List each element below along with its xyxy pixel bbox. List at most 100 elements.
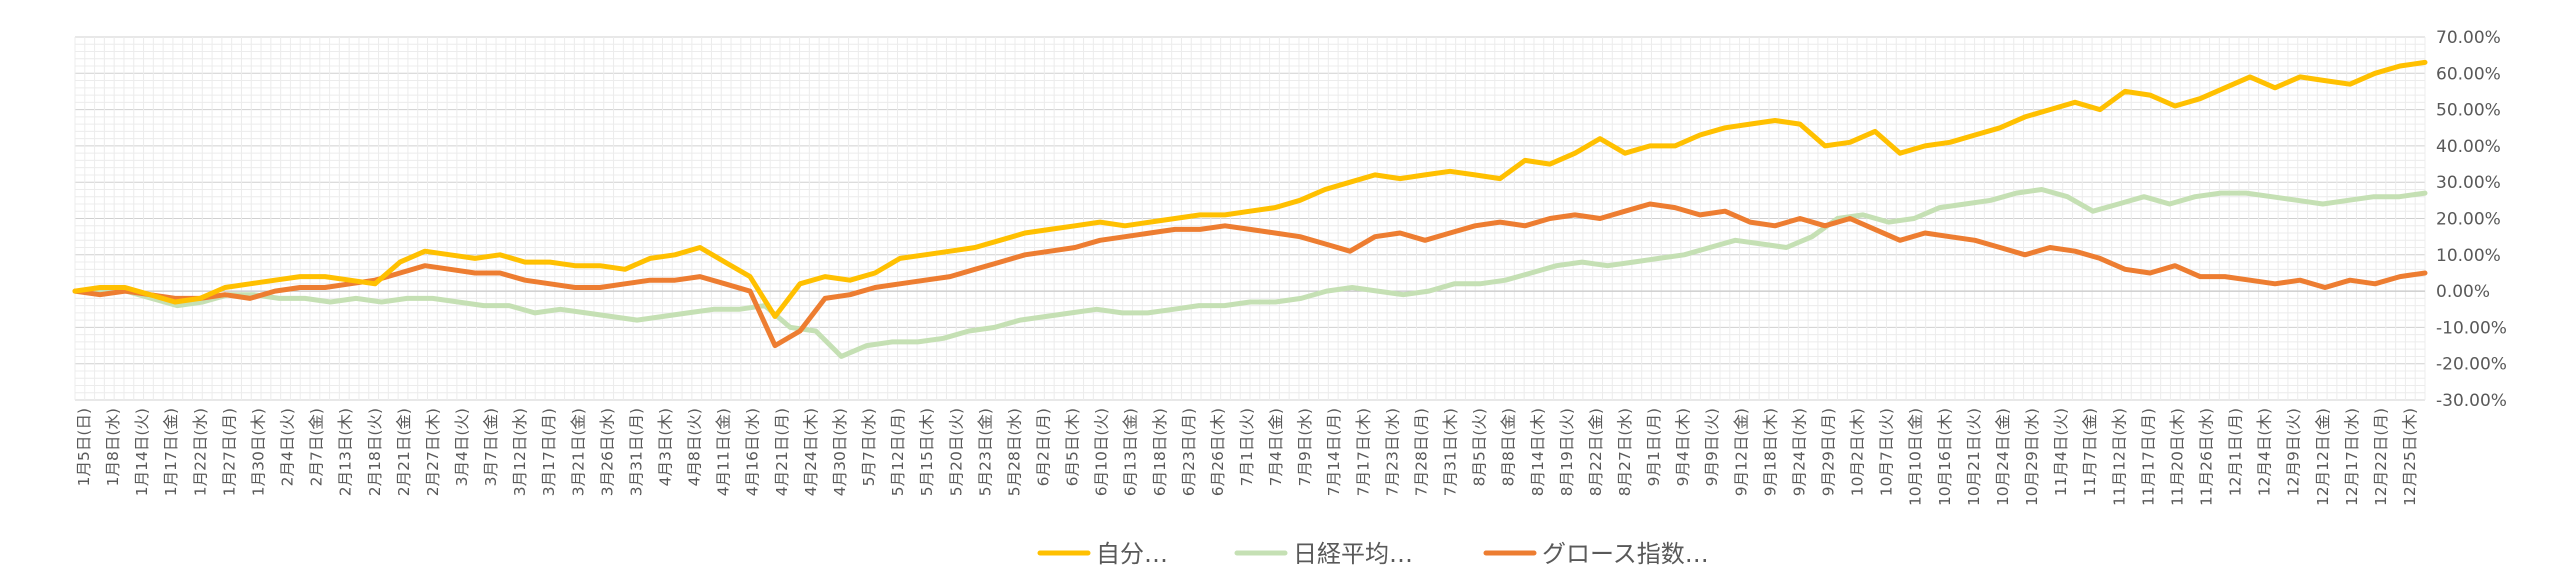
- x-tick-label: 3月21日(金): [569, 408, 587, 496]
- y-tick-label: 20.00%: [2436, 210, 2501, 230]
- y-tick-label: -20.00%: [2436, 355, 2507, 375]
- x-tick-label: 4月16日(水): [744, 408, 762, 496]
- x-tick-label: 7月23日(水): [1383, 408, 1401, 496]
- x-tick-label: 9月24日(水): [1790, 408, 1808, 496]
- x-tick-label: 11月7日(金): [2081, 408, 2099, 496]
- x-tick-label: 2月27日(木): [424, 408, 442, 496]
- gridlines: [74, 36, 2426, 401]
- x-tick-label: 11月12日(水): [2110, 408, 2128, 506]
- x-axis-ticks: 1月5日(日) 1月8日(水) 1月14日(火) 1月17日(金) 1月22日(水) 1月…: [75, 408, 2419, 506]
- x-tick-label: 4月30日(水): [831, 408, 849, 496]
- x-tick-label: 12月1日(月): [2227, 408, 2245, 496]
- x-tick-label: 5月28日(水): [1005, 408, 1023, 496]
- x-tick-label: 8月27日(水): [1616, 408, 1634, 496]
- x-tick-label: 9月9日(火): [1703, 408, 1721, 486]
- x-tick-label: 7月1日(火): [1238, 408, 1256, 486]
- y-tick-label: 40.00%: [2436, 137, 2501, 157]
- x-tick-label: 9月18日(木): [1761, 408, 1779, 496]
- x-tick-label: 1月17日(金): [162, 408, 180, 496]
- x-tick-label: 10月16日(木): [1936, 408, 1954, 506]
- x-tick-label: 5月7日(水): [860, 408, 878, 486]
- x-tick-label: 3月31日(月): [627, 408, 645, 496]
- x-tick-label: 8月14日(木): [1529, 408, 1547, 496]
- x-tick-label: 5月12日(月): [889, 408, 907, 496]
- x-tick-label: 11月17日(月): [2139, 408, 2157, 506]
- x-tick-label: 8月19日(火): [1558, 408, 1576, 496]
- x-tick-label: 12月22日(月): [2372, 408, 2390, 506]
- y-tick-label: 60.00%: [2436, 64, 2501, 84]
- x-tick-label: 10月2日(木): [1849, 408, 1867, 496]
- x-tick-label: 9月1日(月): [1645, 408, 1663, 486]
- x-tick-label: 1月30日(木): [249, 408, 267, 496]
- y-tick-label: -30.00%: [2436, 391, 2507, 411]
- x-tick-label: 10月10日(金): [1907, 408, 1925, 506]
- x-tick-label: 12月12日(金): [2314, 408, 2332, 506]
- x-tick-label: 6月5日(木): [1064, 408, 1082, 486]
- x-tick-label: 4月8日(火): [686, 408, 704, 486]
- x-tick-label: 12月4日(木): [2256, 408, 2274, 496]
- x-tick-label: 2月21日(金): [395, 408, 413, 496]
- series-line-2: [72, 201, 2428, 349]
- x-tick-label: 7月14日(月): [1325, 408, 1343, 496]
- y-tick-label: -10.00%: [2436, 318, 2507, 338]
- x-tick-label: 1月5日(日): [75, 408, 93, 486]
- x-tick-label: 8月5日(火): [1471, 408, 1489, 486]
- x-tick-label: 4月24日(木): [802, 408, 820, 496]
- legend-label: 自分…: [1096, 540, 1168, 568]
- x-tick-label: 4月11日(金): [715, 408, 733, 496]
- x-tick-label: 12月9日(火): [2285, 408, 2303, 496]
- x-tick-label: 7月31日(木): [1442, 408, 1460, 496]
- x-tick-label: 1月14日(火): [133, 408, 151, 496]
- x-tick-label: 6月13日(金): [1122, 408, 1140, 496]
- x-tick-label: 7月4日(金): [1267, 408, 1285, 486]
- x-tick-label: 12月17日(水): [2343, 408, 2361, 506]
- x-tick-label: 10月21日(火): [1965, 408, 1983, 506]
- x-tick-label: 5月23日(金): [976, 408, 994, 496]
- x-tick-label: 1月22日(水): [191, 408, 209, 496]
- x-tick-label: 2月18日(火): [366, 408, 384, 496]
- x-tick-label: 9月12日(金): [1732, 408, 1750, 496]
- x-tick-label: 4月3日(木): [657, 408, 675, 486]
- legend: 自分… 日経平均… グロース指数…: [1037, 540, 1709, 568]
- y-axis-ticks: 70.00% 60.00% 50.00% 40.00% 30.00% 20.00% 10.0…: [2436, 28, 2507, 411]
- legend-label: グロース指数…: [1542, 540, 1709, 568]
- x-tick-label: 6月23日(月): [1180, 408, 1198, 496]
- x-tick-label: 2月4日(火): [279, 408, 297, 486]
- x-tick-label: 6月18日(水): [1151, 408, 1169, 496]
- x-tick-label: 9月29日(月): [1820, 408, 1838, 496]
- x-tick-label: 7月17日(木): [1354, 408, 1372, 496]
- x-tick-label: 2月7日(金): [308, 408, 326, 486]
- x-tick-label: 3月17日(月): [540, 408, 558, 496]
- x-tick-label: 4月21日(月): [773, 408, 791, 496]
- x-tick-label: 7月9日(水): [1296, 408, 1314, 486]
- y-tick-label: 70.00%: [2436, 28, 2501, 48]
- x-tick-label: 9月4日(木): [1674, 408, 1692, 486]
- x-tick-label: 3月12日(水): [511, 408, 529, 496]
- y-tick-label: 0.00%: [2436, 282, 2490, 302]
- x-tick-label: 11月4日(火): [2052, 408, 2070, 496]
- series-line-0: [72, 59, 2428, 319]
- x-tick-label: 5月15日(木): [918, 408, 936, 496]
- series-line-1: [72, 187, 2428, 359]
- x-tick-label: 6月26日(木): [1209, 408, 1227, 496]
- x-tick-label: 1月27日(月): [220, 408, 238, 496]
- x-tick-label: 8月8日(金): [1500, 408, 1518, 486]
- x-tick-label: 10月29日(水): [2023, 408, 2041, 506]
- x-tick-label: 7月28日(月): [1412, 408, 1430, 496]
- x-tick-label: 12月25日(木): [2401, 408, 2419, 506]
- legend-label: 日経平均…: [1293, 540, 1413, 568]
- x-tick-label: 3月7日(金): [482, 408, 500, 486]
- y-tick-label: 30.00%: [2436, 173, 2501, 193]
- x-tick-label: 3月26日(水): [598, 408, 616, 496]
- x-tick-label: 11月20日(木): [2168, 408, 2186, 506]
- x-tick-label: 3月4日(火): [453, 408, 471, 486]
- series-lines: [72, 59, 2428, 359]
- x-tick-label: 5月20日(火): [947, 408, 965, 496]
- x-tick-label: 8月22日(金): [1587, 408, 1605, 496]
- x-tick-label: 10月7日(火): [1878, 408, 1896, 496]
- x-tick-label: 11月26日(水): [2197, 408, 2215, 506]
- x-tick-label: 6月2日(月): [1034, 408, 1052, 486]
- x-tick-label: 2月13日(木): [337, 408, 355, 496]
